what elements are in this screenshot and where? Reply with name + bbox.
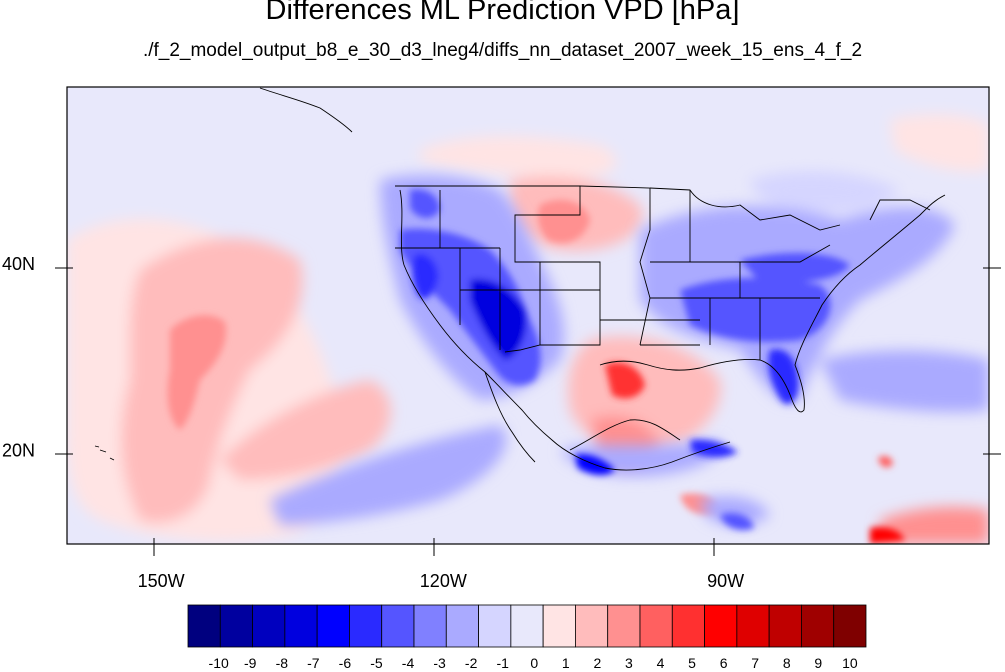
colorbar-swatch [187, 604, 221, 648]
colorbar-label: 2 [593, 655, 601, 671]
colorbar-label: 5 [688, 655, 696, 671]
colorbar-label: 9 [814, 655, 822, 671]
map-plot-area [67, 87, 989, 544]
colorbar-label: -4 [402, 655, 415, 671]
latitude-tick-labels: 40N 20N [2, 254, 35, 461]
outer-ticks [55, 267, 1001, 556]
colorbar-swatch [252, 604, 286, 648]
colorbar-swatch [833, 604, 867, 648]
colorbar-label: -3 [433, 655, 446, 671]
colorbar-label: -2 [465, 655, 478, 671]
colorbar-swatch [575, 604, 609, 648]
colorbar-label: -1 [496, 655, 509, 671]
colorbar-labels: -10 -9 -8 -7 -6 -5 -4 -3 -2 -1 0 1 2 3 4 5 6 7 8 9 10 [209, 655, 858, 671]
map-subtitle: ./f_2_model_output_b8_e_30_d3_lneg4/diff… [142, 40, 863, 61]
colorbar-swatch [639, 604, 673, 648]
colorbar-label: 4 [657, 655, 665, 671]
colorbar-swatch [607, 604, 641, 648]
lat-tick-label: 40N [2, 254, 35, 274]
colorbar-label: -8 [276, 655, 289, 671]
colorbar-swatch [284, 604, 318, 648]
colorbar-swatch [768, 604, 802, 648]
map-frame [66, 86, 990, 545]
colorbar-label: -7 [307, 655, 320, 671]
lon-tick-label: 150W [138, 571, 185, 591]
colorbar-swatch [219, 604, 253, 648]
colorbar-label: 3 [625, 655, 633, 671]
colorbar-swatch [542, 604, 576, 648]
plot-grid-ticks [67, 267, 989, 544]
colorbar-swatch [704, 604, 738, 648]
colorbar [187, 604, 867, 648]
lon-tick-label: 90W [707, 571, 744, 591]
colorbar-label: 0 [530, 655, 538, 671]
colorbar-label: -9 [244, 655, 257, 671]
positive-difference-regions [67, 114, 989, 544]
lat-tick-label: 20N [2, 441, 35, 461]
colorbar-label: -6 [339, 655, 352, 671]
colorbar-swatch [671, 604, 705, 648]
colorbar-swatch [801, 604, 835, 648]
colorbar-label: 1 [562, 655, 570, 671]
lon-tick-label: 120W [420, 571, 467, 591]
colorbar-label: -5 [370, 655, 383, 671]
colorbar-label: -10 [209, 655, 229, 671]
colorbar-swatch [316, 604, 350, 648]
colorbar-swatch [445, 604, 479, 648]
colorbar-swatch [736, 604, 770, 648]
colorbar-label: 7 [751, 655, 759, 671]
colorbar-swatch [349, 604, 383, 648]
colorbar-swatch [381, 604, 415, 648]
colorbar-label: 10 [842, 655, 858, 671]
colorbar-label: 8 [783, 655, 791, 671]
longitude-tick-labels: 150W 120W 90W [138, 571, 745, 591]
colorbar-swatch [478, 604, 512, 648]
negative-difference-regions [270, 171, 989, 530]
colorbar-swatch [510, 604, 544, 648]
colorbar-swatch [413, 604, 447, 648]
map-title: Differences ML Prediction VPD [hPa] [265, 0, 740, 26]
colorbar-label: 6 [720, 655, 728, 671]
coastline-and-borders [94, 87, 946, 471]
